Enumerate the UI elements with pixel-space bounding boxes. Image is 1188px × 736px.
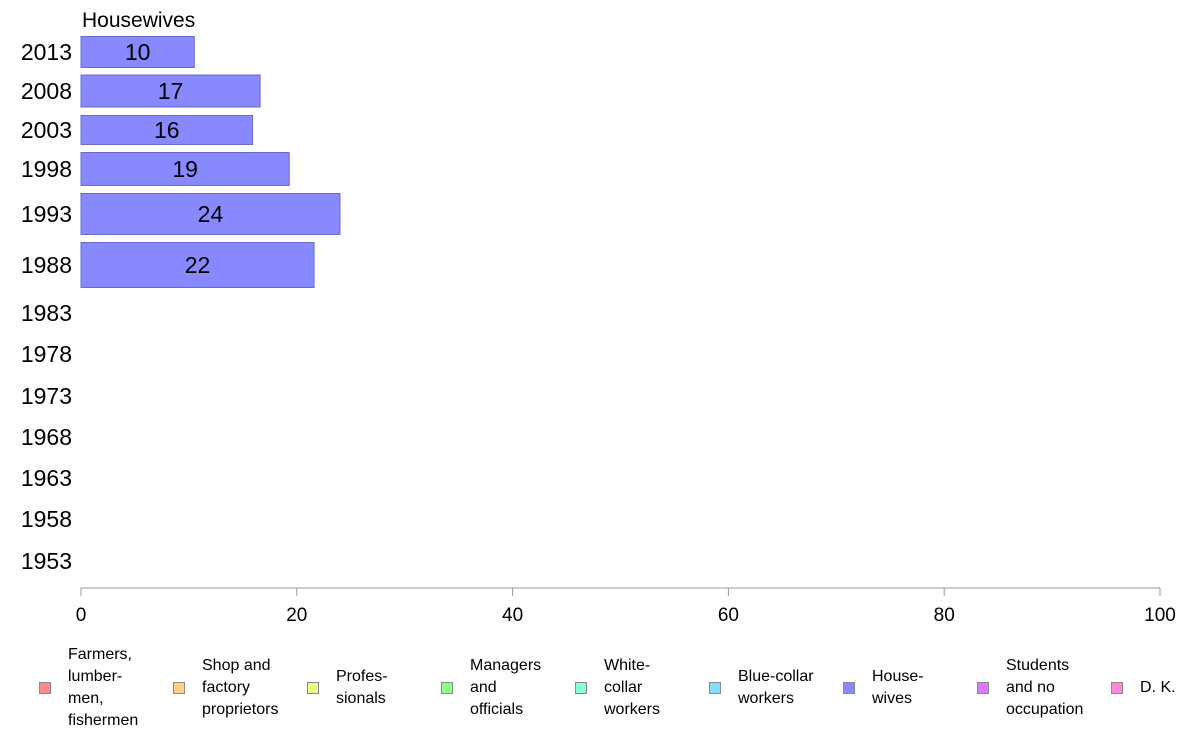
legend-swatch [843,681,855,694]
y-tick-label: 1983 [21,300,72,326]
y-tick-label: 1993 [21,201,72,227]
legend-label: Farmers, lumber- men, fishermen [68,645,139,729]
legend-label: D. K. [1140,678,1176,696]
legend: Farmers, lumber- men, fishermen Shop and … [0,645,1188,730]
legend-item: Farmers, lumber- men, fishermen [39,645,138,730]
bar [80,74,261,108]
bar-value-label: 16 [154,117,180,143]
legend-item: Profes- sionals [307,645,388,730]
y-tick-label: 1958 [21,506,72,532]
legend-swatch [39,681,51,694]
y-tick-label: 2013 [21,39,72,65]
y-tick-label: 1998 [21,156,72,182]
y-tick-label: 2008 [21,78,72,104]
legend-label: Managers and officials [470,656,542,718]
legend-item: Shop and factory proprietors [173,645,278,730]
y-tick-label: 1963 [21,465,72,491]
chart-title: Housewives [82,9,195,32]
legend-item: House- wives [843,645,924,730]
legend-swatch [307,681,319,694]
legend-swatch [1111,681,1123,694]
bar [80,193,341,235]
bar [80,242,315,288]
y-tick-label: 1988 [21,252,72,278]
bar-value-label: 22 [185,252,211,278]
legend-swatch [977,681,989,694]
y-tick-label: 1968 [21,424,72,450]
x-tick-label: 80 [934,605,955,626]
legend-label: White- collar workers [604,656,661,718]
y-tick-label: 2003 [21,117,72,143]
y-tick-label: 1953 [21,548,72,574]
legend-item: Managers and officials [441,645,541,730]
bar-value-label: 19 [172,156,198,182]
bar-value-label: 24 [198,201,224,227]
legend-swatch [441,681,453,694]
bar-value-label: 10 [125,39,151,65]
legend-swatch [173,681,185,694]
bar [80,115,254,145]
legend-item: White- collar workers [575,645,660,730]
legend-label: Students and no occupation [1006,656,1084,718]
x-tick-label: 60 [718,605,739,626]
bar [80,152,290,186]
legend-label: Profes- sionals [336,667,388,707]
legend-swatch [575,681,587,694]
legend-swatch [709,681,721,694]
bar-value-label: 17 [158,78,184,104]
legend-label: House- wives [872,667,924,707]
legend-item: Blue-collar workers [709,645,814,730]
x-tick-label: 40 [502,605,523,626]
x-tick-label: 0 [76,605,87,626]
legend-label: Shop and factory proprietors [202,656,279,718]
y-tick-label: 1973 [21,383,72,409]
y-tick-label: 1978 [21,341,72,367]
legend-item: Students and no occupation [977,645,1083,730]
legend-label: Blue-collar workers [738,667,814,707]
x-tick-label: 20 [286,605,307,626]
legend-item: D. K. [1111,645,1176,730]
x-tick-label: 100 [1144,605,1176,626]
bar [80,36,195,68]
